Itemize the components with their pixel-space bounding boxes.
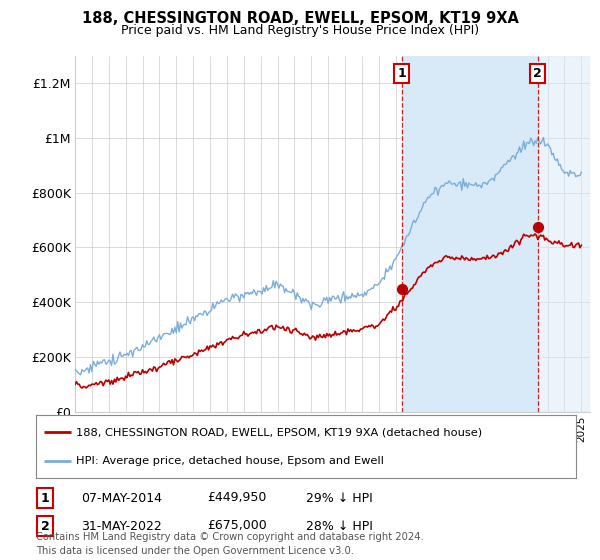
Text: 29% ↓ HPI: 29% ↓ HPI — [306, 492, 373, 505]
Text: 188, CHESSINGTON ROAD, EWELL, EPSOM, KT19 9XA (detached house): 188, CHESSINGTON ROAD, EWELL, EPSOM, KT1… — [77, 427, 482, 437]
Text: 1: 1 — [397, 67, 406, 80]
Text: 28% ↓ HPI: 28% ↓ HPI — [306, 520, 373, 533]
Text: £449,950: £449,950 — [207, 492, 266, 505]
Text: 188, CHESSINGTON ROAD, EWELL, EPSOM, KT19 9XA: 188, CHESSINGTON ROAD, EWELL, EPSOM, KT1… — [82, 11, 518, 26]
Text: 07-MAY-2014: 07-MAY-2014 — [81, 492, 162, 505]
Text: £675,000: £675,000 — [207, 520, 267, 533]
Text: Price paid vs. HM Land Registry's House Price Index (HPI): Price paid vs. HM Land Registry's House … — [121, 24, 479, 36]
Point — [533, 222, 542, 231]
Bar — [401, 56, 538, 412]
Text: 2: 2 — [41, 520, 49, 533]
Point — [397, 284, 406, 293]
Text: Contains HM Land Registry data © Crown copyright and database right 2024.
This d: Contains HM Land Registry data © Crown c… — [36, 533, 424, 556]
Bar — [538, 56, 590, 412]
Text: HPI: Average price, detached house, Epsom and Ewell: HPI: Average price, detached house, Epso… — [77, 456, 385, 466]
Text: 1: 1 — [41, 492, 49, 505]
Text: 2: 2 — [533, 67, 542, 80]
Text: 31-MAY-2022: 31-MAY-2022 — [81, 520, 162, 533]
